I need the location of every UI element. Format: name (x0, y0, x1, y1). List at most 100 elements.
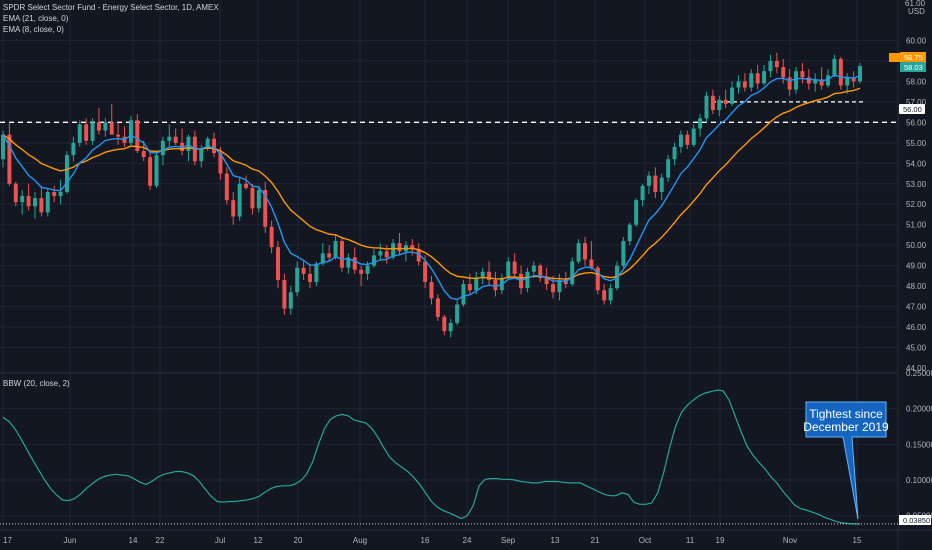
candle (109, 103, 114, 135)
candle-body (160, 140, 165, 156)
candle-body (627, 224, 632, 242)
candle (180, 128, 185, 156)
candle (327, 245, 332, 262)
candle-body (295, 267, 300, 293)
candle-body (672, 146, 677, 160)
candle-body (26, 196, 31, 207)
candle (282, 273, 287, 315)
price-axis[interactable]: 60.0059.0058.0057.0056.0055.0054.0053.00… (906, 36, 927, 373)
candle (698, 114, 703, 137)
candle-body (378, 251, 383, 256)
last-price-tag: 58.75 58.03 (889, 52, 926, 72)
price-axis-tick: 47.00 (906, 303, 927, 312)
candle (749, 69, 754, 92)
annotation-callout[interactable]: Tightest since December 2019 (803, 401, 889, 520)
candle (858, 62, 862, 84)
candle-body (685, 134, 690, 145)
price-axis-tick: 55.00 (906, 139, 927, 148)
candle (851, 71, 856, 88)
candle (288, 286, 293, 315)
candle (90, 118, 95, 145)
candle-body (327, 253, 332, 258)
time-axis-label: 20 (294, 536, 303, 545)
candle (116, 122, 121, 145)
candle (493, 271, 498, 297)
candle (359, 265, 364, 287)
level-tag-text: 56.00 (903, 105, 922, 114)
candle-body (365, 265, 370, 274)
indicator-value-tag: 0.03850 (899, 515, 931, 525)
candle (717, 95, 722, 117)
candle (84, 118, 89, 145)
candle-body (52, 191, 57, 197)
candle-body (704, 95, 709, 119)
candle (557, 273, 562, 301)
horizontal-levels[interactable] (0, 101, 898, 124)
candle (13, 181, 18, 207)
candle (627, 222, 632, 246)
candle (122, 126, 127, 147)
price-axis-tick: 51.00 (906, 221, 927, 230)
candle-body (851, 77, 856, 82)
candle-body (205, 138, 210, 149)
candle-body (186, 136, 191, 152)
candle (58, 179, 63, 205)
ema-8-legend[interactable]: EMA (8, close, 0) (3, 25, 64, 34)
time-axis-label: Oct (639, 536, 652, 545)
candle (224, 167, 229, 205)
time-axis[interactable]: 17 Jun 14 22 Jul 12 20 Aug 16 24 Sep 13 21 Oct 11 19 Nov… (3, 536, 862, 545)
candle (819, 67, 824, 90)
candle-body (736, 81, 741, 88)
indicator-axis[interactable]: 0.250000.200000.150000.100000.05000 (906, 369, 932, 521)
price-axis-tick: 60.00 (906, 36, 927, 45)
candle-body (20, 196, 25, 203)
candle-body (103, 122, 108, 131)
candle-body (391, 243, 396, 258)
price-axis-tick: 49.00 (906, 262, 927, 271)
candle (378, 243, 383, 260)
candle-body (276, 247, 280, 280)
candle-body (109, 122, 114, 135)
candle (736, 75, 741, 94)
candle-body (250, 187, 255, 209)
candle-body (653, 175, 658, 192)
candle (173, 128, 178, 145)
price-axis-tick: 54.00 (906, 159, 927, 168)
candle-body (58, 191, 63, 197)
candle (103, 118, 108, 137)
bbw-legend[interactable]: BBW (20, close, 2) (3, 379, 70, 388)
candle (723, 89, 728, 109)
candle-body (333, 241, 338, 258)
candle (800, 62, 805, 84)
candle (704, 91, 709, 123)
candle-body (794, 71, 799, 90)
candle (589, 241, 594, 270)
candle-body (742, 81, 747, 88)
candle (26, 183, 31, 211)
candle (678, 130, 683, 154)
candle (755, 65, 760, 90)
candle-body (531, 265, 536, 272)
candle-body (339, 241, 344, 268)
candle-body (621, 241, 626, 266)
candle (781, 58, 786, 84)
candle-body (448, 322, 453, 332)
candle (794, 67, 799, 94)
candle (621, 236, 626, 268)
price-axis-tick: 52.00 (906, 200, 927, 209)
candle (96, 108, 101, 135)
callout-bubble (805, 401, 887, 520)
price-axis-tick: 48.00 (906, 282, 927, 291)
candle (506, 257, 511, 280)
time-axis-label: Jun (64, 536, 77, 545)
candle (410, 239, 415, 256)
ema-21-legend[interactable]: EMA (21, close, 0) (3, 14, 69, 23)
candle (7, 122, 12, 186)
candle-body (538, 265, 543, 278)
candle-body (666, 159, 671, 178)
candle-body (806, 77, 811, 84)
candle (256, 185, 261, 213)
candle (710, 89, 715, 115)
